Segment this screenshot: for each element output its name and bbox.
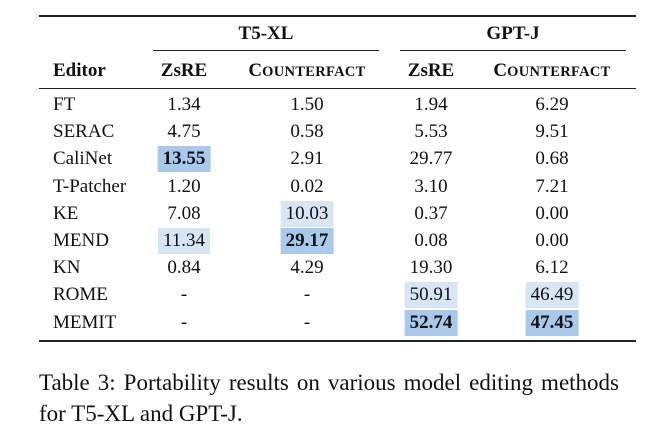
table-cell: 1.50	[290, 94, 324, 115]
table-cell: 4.29	[290, 257, 324, 279]
editor-name: MEMIT	[53, 311, 117, 333]
table-cell: 7.21	[535, 175, 569, 197]
table-cell: 13.55	[157, 146, 211, 173]
table-cell: 3.10	[414, 175, 448, 197]
table-cell: 5.53	[414, 121, 448, 143]
editor-name: T-Patcher	[53, 175, 127, 197]
metric-header-zsre-t5: ZsRE	[160, 60, 208, 81]
table-cell: 6.29	[535, 94, 569, 115]
table-cell: 0.08	[414, 230, 448, 251]
table-cell: 0.68	[535, 148, 569, 170]
group-header-gpt-j: GPT-J	[486, 23, 540, 44]
table-cell: 0.84	[167, 257, 201, 279]
bottom-rule	[39, 340, 636, 342]
editor-name: KE	[53, 202, 79, 224]
table-row: SERAC 4.75 0.58 5.53 9.51	[0, 119, 646, 145]
metric-header-counterfact-t5: COUNTERFACT	[248, 60, 366, 81]
table-cell: 9.51	[535, 121, 569, 143]
table-row: CaliNet 13.55 2.91 29.77 0.68	[0, 146, 646, 173]
table-cell: -	[303, 284, 311, 306]
table-cell: 50.91	[404, 282, 458, 309]
table-cell: 0.00	[535, 202, 569, 224]
editor-name: ROME	[53, 284, 108, 306]
table-row: MEND 11.34 29.17 0.08 0.00	[0, 228, 646, 254]
table-row: FT 1.34 1.50 1.94 6.29	[0, 92, 646, 118]
table-cell: 7.08	[167, 202, 201, 224]
table-row: KN 0.84 4.29 19.30 6.12	[0, 255, 646, 281]
group-rule-gptj	[400, 50, 626, 51]
table-cell: 4.75	[167, 121, 201, 143]
editor-name: MEND	[53, 230, 109, 251]
table-cell: 52.74	[404, 309, 458, 336]
table-cell: 1.20	[167, 175, 201, 197]
table-row: KE 7.08 10.03 0.37 0.00	[0, 200, 646, 227]
top-rule	[39, 15, 636, 17]
table-cell: 0.02	[290, 175, 324, 197]
table-row: MEMIT - - 52.74 47.45	[0, 309, 646, 336]
table-cell: -	[180, 311, 188, 333]
table-cell: 1.34	[167, 94, 201, 115]
table-cell: 29.17	[280, 228, 334, 254]
group-header-t5-xl: T5-XL	[238, 23, 294, 44]
editor-name: SERAC	[53, 121, 115, 143]
metric-header-counterfact-gptj: COUNTERFACT	[493, 60, 611, 81]
editor-name: FT	[53, 94, 76, 115]
metric-header-zsre-gptj: ZsRE	[407, 60, 455, 81]
table-cell: -	[180, 284, 188, 306]
table-cell: 47.45	[525, 309, 579, 336]
table-cell: 6.12	[535, 257, 569, 279]
group-rule-t5	[153, 50, 379, 51]
table-cell: 2.91	[290, 148, 324, 170]
editor-column-header: Editor	[53, 60, 106, 81]
table-cell: 29.77	[409, 148, 453, 170]
table-cell: 0.37	[414, 202, 448, 224]
table-cell: 0.58	[290, 121, 324, 143]
table-row: T-Patcher 1.20 0.02 3.10 7.21	[0, 174, 646, 200]
table-cell: 0.00	[535, 230, 569, 251]
table-row: ROME - - 50.91 46.49	[0, 282, 646, 309]
table-cell: 1.94	[414, 94, 448, 115]
editor-name: KN	[53, 257, 81, 279]
table-cell: 11.34	[157, 228, 211, 254]
editor-name: CaliNet	[53, 148, 113, 170]
table-caption: Table 3: Portability results on various …	[39, 370, 619, 426]
table-cell: 46.49	[525, 282, 579, 309]
header-rule	[39, 88, 636, 89]
table-cell: -	[303, 311, 311, 333]
table-cell: 19.30	[409, 257, 453, 279]
table-cell: 10.03	[280, 200, 334, 227]
